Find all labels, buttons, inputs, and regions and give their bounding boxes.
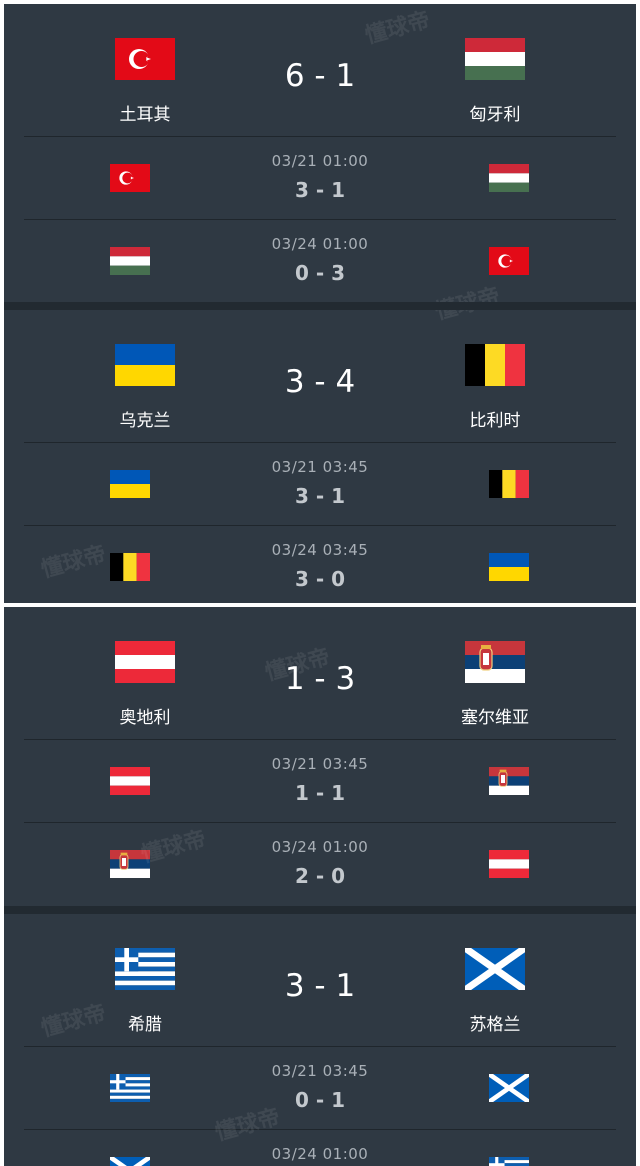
match-score: 0 - 1 xyxy=(294,1088,346,1112)
ukraine-flag-icon xyxy=(110,470,150,498)
match-score: 1 - 1 xyxy=(294,781,346,805)
match-datetime: 03/21 03:45 xyxy=(271,458,369,476)
serbia-flag-icon xyxy=(110,850,150,878)
divider xyxy=(24,1046,616,1047)
match-score: 0 - 3 xyxy=(294,261,346,285)
match-score: 3 - 1 xyxy=(294,178,346,202)
match-row[interactable]: 03/21 03:45 3 - 1 xyxy=(4,442,636,525)
divider xyxy=(24,822,616,823)
match-row[interactable]: 03/24 01:00 0 - 3 xyxy=(4,219,636,302)
match-datetime: 03/21 03:45 xyxy=(271,1062,369,1080)
greece-flag-icon xyxy=(110,1074,150,1102)
match-score: 3 - 1 xyxy=(294,484,346,508)
match-datetime: 03/21 01:00 xyxy=(271,152,369,170)
tie-card: 希腊 3 - 1 苏格兰 03/21 03:45 0 - 1 03/24 01:… xyxy=(4,914,636,1166)
match-row[interactable]: 03/21 03:45 0 - 1 xyxy=(4,1046,636,1129)
divider xyxy=(24,136,616,137)
austria-flag-icon xyxy=(489,850,529,878)
greece-flag-icon xyxy=(115,948,175,990)
tie-separator xyxy=(4,302,636,310)
turkey-flag-icon xyxy=(115,38,175,80)
divider xyxy=(24,739,616,740)
turkey-flag-icon xyxy=(110,164,150,192)
turkey-flag-icon xyxy=(489,247,529,275)
tie-card: 奥地利 1 - 3 塞尔维亚 03/21 03:45 1 - 1 03/24 0… xyxy=(4,607,636,906)
belgium-flag-icon xyxy=(110,553,150,581)
home-team-name: 乌克兰 xyxy=(119,411,171,431)
tie-card: 土耳其 6 - 1 匈牙利 03/21 01:00 3 - 1 03/24 01… xyxy=(4,4,636,302)
tie-card: 乌克兰 3 - 4 比利时 03/21 03:45 3 - 1 03/24 03… xyxy=(4,310,636,603)
tie-summary[interactable]: 希腊 3 - 1 苏格兰 xyxy=(4,914,636,1046)
match-row[interactable]: 03/24 01:00 2 - 0 xyxy=(4,822,636,905)
match-row[interactable]: 03/21 01:00 3 - 1 xyxy=(4,136,636,219)
serbia-flag-icon xyxy=(465,641,525,683)
match-datetime: 03/24 01:00 xyxy=(271,235,369,253)
serbia-flag-icon xyxy=(489,767,529,795)
match-score: 3 - 0 xyxy=(294,567,346,591)
aggregate-score: 1 - 3 xyxy=(284,661,356,697)
hungary-flag-icon xyxy=(110,247,150,275)
tie-summary[interactable]: 土耳其 6 - 1 匈牙利 xyxy=(4,4,636,136)
scotland-flag-icon xyxy=(489,1074,529,1102)
austria-flag-icon xyxy=(115,641,175,683)
match-row[interactable]: 03/24 03:45 3 - 0 xyxy=(4,525,636,603)
divider xyxy=(24,442,616,443)
match-datetime: 03/24 03:45 xyxy=(271,541,369,559)
scotland-flag-icon xyxy=(465,948,525,990)
match-datetime: 03/21 03:45 xyxy=(271,755,369,773)
match-datetime: 03/24 01:00 xyxy=(271,838,369,856)
match-row[interactable]: 03/21 03:45 1 - 1 xyxy=(4,739,636,822)
divider xyxy=(24,525,616,526)
match-datetime: 03/24 01:00 xyxy=(271,1145,369,1163)
hungary-flag-icon xyxy=(489,164,529,192)
match-score: 2 - 0 xyxy=(294,864,346,888)
greece-flag-icon xyxy=(489,1157,529,1166)
belgium-flag-icon xyxy=(489,470,529,498)
away-team-name: 塞尔维亚 xyxy=(461,708,529,728)
austria-flag-icon xyxy=(110,767,150,795)
away-team-name: 苏格兰 xyxy=(469,1015,521,1035)
aggregate-score: 6 - 1 xyxy=(284,58,356,94)
ukraine-flag-icon xyxy=(489,553,529,581)
aggregate-score: 3 - 1 xyxy=(284,968,356,1004)
tie-summary[interactable]: 乌克兰 3 - 4 比利时 xyxy=(4,310,636,442)
home-team-name: 希腊 xyxy=(128,1015,162,1035)
match-row[interactable]: 03/24 01:00 xyxy=(4,1129,636,1166)
divider xyxy=(24,219,616,220)
home-team-name: 土耳其 xyxy=(119,105,171,125)
belgium-flag-icon xyxy=(465,344,525,386)
aggregate-score: 3 - 4 xyxy=(284,364,356,400)
scotland-flag-icon xyxy=(110,1157,150,1166)
results-panel-2: 奥地利 1 - 3 塞尔维亚 03/21 03:45 1 - 1 03/24 0… xyxy=(4,607,636,1166)
hungary-flag-icon xyxy=(465,38,525,80)
ukraine-flag-icon xyxy=(115,344,175,386)
tie-summary[interactable]: 奥地利 1 - 3 塞尔维亚 xyxy=(4,607,636,739)
divider xyxy=(24,1129,616,1130)
away-team-name: 比利时 xyxy=(469,411,521,431)
away-team-name: 匈牙利 xyxy=(469,105,521,125)
home-team-name: 奥地利 xyxy=(119,708,171,728)
tie-separator xyxy=(4,906,636,914)
